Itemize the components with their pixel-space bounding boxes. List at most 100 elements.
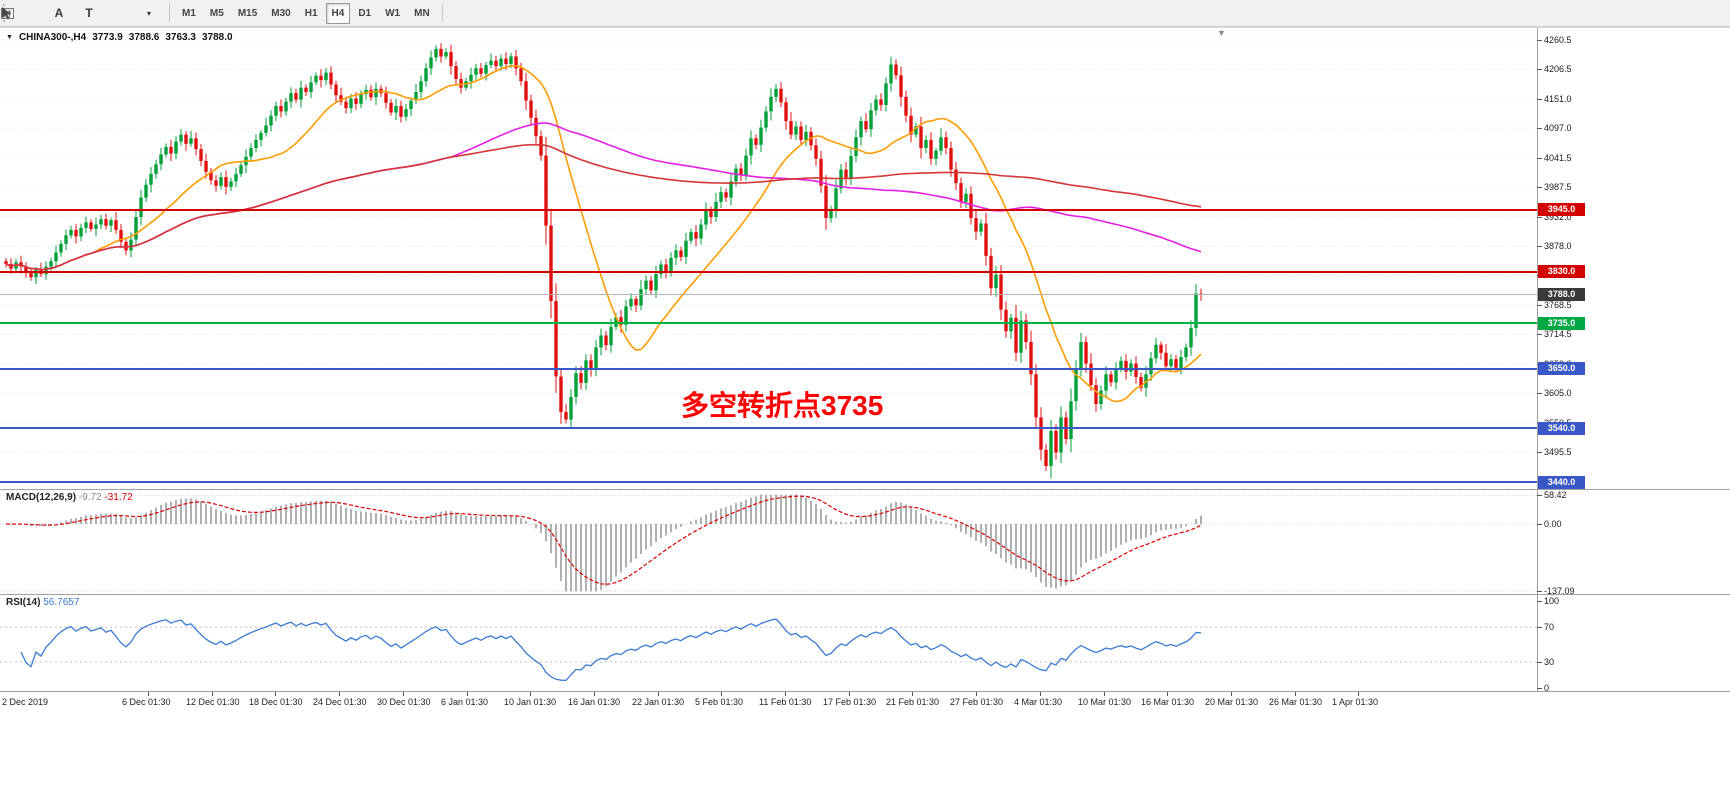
macd-axis-tick [1537,495,1542,496]
ma-slow-line [5,143,1202,271]
level-line-3650.0[interactable] [0,368,1537,370]
pane-separator[interactable] [0,594,1730,595]
timeframe-button-m30[interactable]: M30 [271,7,291,19]
rsi-axis-label: 70 [1544,622,1555,632]
price-axis-tick [1537,40,1542,41]
price-axis-tick [1537,69,1542,70]
time-axis-label: 30 Dec 01:30 [377,697,431,707]
time-axis-label: 2 Dec 2019 [2,697,49,707]
level-line-3735.0[interactable] [0,322,1537,324]
price-tag-3830.0[interactable]: 3830.0 [1538,265,1585,278]
time-axis-tick [275,692,276,696]
time-axis-label: 5 Feb 01:30 [695,697,744,707]
main-chart-canvas[interactable] [0,30,1537,490]
chart-title: ▼ CHINA300-,H4 3773.9 3788.6 3763.3 3788… [6,32,233,43]
time-axis-label: 11 Feb 01:30 [759,697,812,707]
time-axis-label: 16 Mar 01:30 [1141,697,1195,707]
time-axis-label: 12 Dec 01:30 [186,697,240,707]
grid-layer [0,39,1537,453]
level-line-3945.0[interactable] [0,209,1537,211]
price-axis-tick [1537,334,1542,335]
level-line-3540.0[interactable] [0,427,1537,429]
chart-shift-marker[interactable]: ▼ [1217,28,1226,38]
time-axis-tick [403,692,404,696]
cursor-tool-button[interactable] [2,2,133,24]
rsi-axis-tick [1537,688,1542,689]
quote-high: 3788.6 [128,32,160,43]
time-axis-tick [467,692,468,696]
macd-axis-label: 0.00 [1544,519,1562,529]
timeframe-button-m1[interactable]: M1 [182,7,196,19]
rsi-canvas[interactable] [0,595,1537,691]
rsi-axis-label: 0 [1544,683,1550,693]
cursor-icon [2,7,11,20]
ma-fast-line [5,64,1202,403]
price-axis-label: 4041.5 [1544,153,1572,163]
macd-axis-label: 58.42 [1544,490,1567,500]
collapse-icon[interactable]: ▼ [6,34,13,41]
timeframe-button-d1[interactable]: D1 [358,7,372,19]
time-axis-label: 1 Apr 01:30 [1332,697,1379,707]
font-tool-button[interactable]: A [54,6,64,20]
time-axis-label: 6 Jan 01:30 [441,697,489,707]
time-axis-label: 18 Dec 01:30 [249,697,303,707]
level-line-3440.0[interactable] [0,481,1537,483]
timeframe-button-h1[interactable]: H1 [304,7,318,19]
timeframe-button-h4[interactable]: H4 [325,2,351,24]
time-axis-tick [912,692,913,696]
macd-main-value: -9.72 [78,492,102,503]
timeframe-button-m5[interactable]: M5 [209,7,224,19]
price-axis-label: 3878.0 [1544,241,1572,251]
price-tag-3735.0[interactable]: 3735.0 [1538,317,1585,330]
rsi-line [20,618,1202,682]
price-axis-tick [1537,452,1542,453]
chart-type-icon[interactable] [1,2,43,24]
time-axis-tick [530,692,531,696]
timeframe-button-m15[interactable]: M15 [237,7,258,19]
price-axis-label: 4097.0 [1544,123,1572,133]
timeframe-button-w1[interactable]: W1 [385,7,401,19]
macd-histogram [10,494,1202,592]
rsi-axis-tick [1537,662,1542,663]
price-tag-3540.0[interactable]: 3540.0 [1538,422,1585,435]
rsi-axis-tick [1537,601,1542,602]
time-axis-tick [594,692,595,696]
time-axis-tick [1167,692,1168,696]
price-axis-label: 3605.0 [1544,388,1572,398]
time-axis-tick [212,692,213,696]
price-axis-tick [1537,246,1542,247]
timeframe-button-mn[interactable]: MN [414,7,430,19]
candles-layer [4,43,1203,479]
pane-separator[interactable] [0,691,1730,692]
macd-signal-line [5,495,1202,585]
macd-canvas[interactable] [0,490,1537,594]
rsi-axis-tick [1537,627,1542,628]
macd-label: MACD(12,26,9) -9.72 -31.72 [6,492,133,503]
macd-signal-value: -31.72 [104,492,133,503]
time-axis-tick [1231,692,1232,696]
price-tag-3945.0[interactable]: 3945.0 [1538,203,1585,216]
timeframe-toolbar: M1 M5 M15 M30 H1 H4 D1 W1 MN [175,2,437,24]
time-axis-tick [721,692,722,696]
time-axis-label: 10 Mar 01:30 [1078,697,1132,707]
rsi-name: RSI(14) [6,597,41,608]
price-tag-3440.0[interactable]: 3440.0 [1538,476,1585,489]
price-tag-3788.0[interactable]: 3788.0 [1538,288,1585,301]
time-axis-tick [148,692,149,696]
price-tag-3650.0[interactable]: 3650.0 [1538,362,1585,375]
macd-name: MACD(12,26,9) [6,492,77,503]
quote-close: 3788.0 [201,32,233,43]
time-axis-label: 27 Feb 01:30 [950,697,1004,707]
price-axis-label: 3768.5 [1544,300,1572,310]
time-axis-label: 10 Jan 01:30 [504,697,557,707]
level-line-3788.0[interactable] [0,294,1537,295]
draw-tools-dropdown[interactable]: ▾ [146,8,151,18]
level-line-3830.0[interactable] [0,271,1537,273]
text-label-tool-button[interactable]: T [85,6,93,20]
price-axis-tick [1537,99,1542,100]
main-toolbar: A T ▾ M1 M5 M15 M30 H1 H4 D1 W1 MN [0,0,1730,27]
pane-separator[interactable] [0,489,1730,490]
macd-axis-tick [1537,591,1542,592]
quote-open: 3773.9 [92,32,123,43]
